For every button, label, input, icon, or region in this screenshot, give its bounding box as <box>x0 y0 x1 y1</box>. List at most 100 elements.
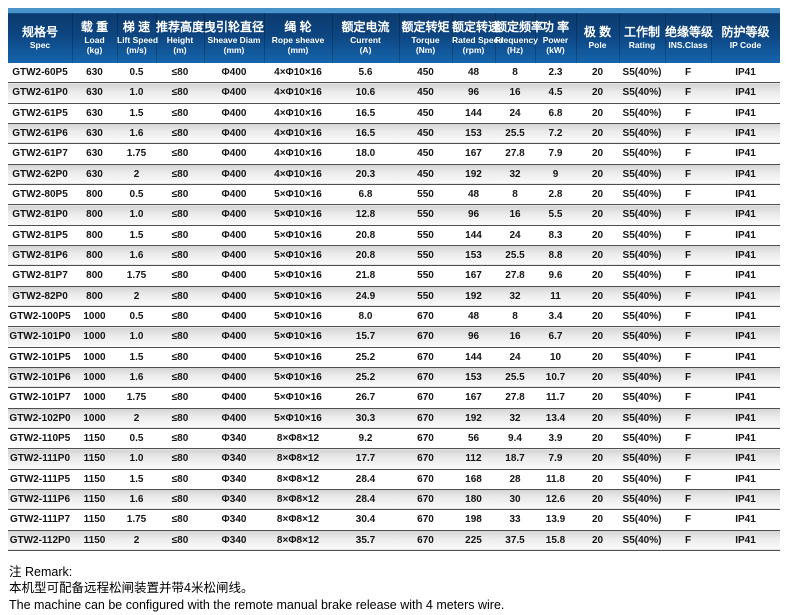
table-cell: GTW2-111P0 <box>8 448 72 470</box>
table-row: GTW2-81P5 800 1.5 ≤80 Φ400 5×Φ10×16 20.8 550 144… <box>8 225 780 246</box>
table-cell: 1.5 <box>117 347 156 368</box>
table-cell: 20 <box>576 123 619 145</box>
table-cell: 16 <box>495 82 535 104</box>
table-row: GTW2-61P7 630 1.75 ≤80 Φ400 4×Φ10×16 18.0 450 16… <box>8 143 780 165</box>
table-cell: ≤80 <box>156 428 204 450</box>
table-cell: 4×Φ10×16 <box>264 103 332 124</box>
table-row: GTW2-101P5 1000 1.5 ≤80 Φ400 5×Φ10×16 25.2 670 1… <box>8 347 780 368</box>
table-header: 规格号 Spec 载 重 Load (kg) 梯 速 Lift Speed (m/s) 推荐高度… <box>8 8 780 63</box>
table-cell: 20 <box>576 367 619 389</box>
table-cell: 20.8 <box>332 245 399 267</box>
table-cell: S5(40%) <box>619 184 665 206</box>
table-row: GTW2-101P0 1000 1.0 ≤80 Φ400 5×Φ10×16 15.7 670 9… <box>8 326 780 348</box>
table-cell: F <box>665 143 711 165</box>
table-row: GTW2-101P6 1000 1.6 ≤80 Φ400 5×Φ10×16 25.2 670 1… <box>8 367 780 389</box>
table-cell: S5(40%) <box>619 286 665 307</box>
table-cell: F <box>665 164 711 185</box>
table-cell: 1.0 <box>117 326 156 348</box>
table-cell: ≤80 <box>156 143 204 165</box>
table-cell: IP41 <box>711 530 780 551</box>
table-cell: F <box>665 326 711 348</box>
table-cell: ≤80 <box>156 306 204 328</box>
table-cell: 630 <box>72 143 117 165</box>
table-cell: 48 <box>452 306 495 328</box>
table-cell: ≤80 <box>156 367 204 389</box>
table-cell: 670 <box>399 387 452 409</box>
table-cell: 9 <box>535 164 576 185</box>
table-row: GTW2-61P5 630 1.5 ≤80 Φ400 4×Φ10×16 16.5 450 144… <box>8 103 780 124</box>
table-cell: S5(40%) <box>619 448 665 470</box>
table-cell: ≤80 <box>156 347 204 368</box>
table-cell: GTW2-100P5 <box>8 306 72 328</box>
column-header-power: 功 率 Power (kW) <box>535 8 576 63</box>
table-cell: ≤80 <box>156 286 204 307</box>
table-cell: IP41 <box>711 63 780 84</box>
table-cell: 20 <box>576 82 619 104</box>
table-cell: 30 <box>495 489 535 511</box>
table-cell: IP41 <box>711 286 780 307</box>
table-cell: F <box>665 509 711 531</box>
table-cell: S5(40%) <box>619 408 665 429</box>
table-cell: 20 <box>576 530 619 551</box>
table-cell: Φ400 <box>204 306 264 328</box>
table-cell: 17.7 <box>332 448 399 470</box>
column-header-spec: 规格号 Spec <box>8 8 72 63</box>
table-cell: GTW2-102P0 <box>8 408 72 429</box>
table-cell: 1.0 <box>117 204 156 226</box>
table-cell: 28.4 <box>332 489 399 511</box>
table-cell: 1000 <box>72 306 117 328</box>
table-cell: 8×Φ8×12 <box>264 530 332 551</box>
table-cell: 800 <box>72 184 117 206</box>
table-cell: 450 <box>399 123 452 145</box>
table-cell: 1150 <box>72 509 117 531</box>
table-cell: 3.9 <box>535 428 576 450</box>
table-cell: GTW2-101P5 <box>8 347 72 368</box>
table-cell: ≤80 <box>156 103 204 124</box>
remark-line-en: The machine can be configured with the r… <box>9 597 505 612</box>
table-cell: 7.9 <box>535 143 576 165</box>
table-cell: IP41 <box>711 164 780 185</box>
table-cell: IP41 <box>711 489 780 511</box>
table-cell: ≤80 <box>156 509 204 531</box>
table-cell: F <box>665 428 711 450</box>
table-cell: F <box>665 245 711 267</box>
table-cell: 630 <box>72 103 117 124</box>
table-cell: 11.7 <box>535 387 576 409</box>
table-cell: S5(40%) <box>619 469 665 490</box>
table-cell: 1.5 <box>117 103 156 124</box>
table-cell: IP41 <box>711 326 780 348</box>
table-cell: 8.8 <box>535 245 576 267</box>
table-cell: 1000 <box>72 347 117 368</box>
table-cell: GTW2-82P0 <box>8 286 72 307</box>
table-cell: IP41 <box>711 306 780 328</box>
table-cell: Φ400 <box>204 286 264 307</box>
table-cell: S5(40%) <box>619 489 665 511</box>
table-cell: 1.5 <box>117 225 156 246</box>
table-cell: 550 <box>399 265 452 287</box>
table-cell: 96 <box>452 326 495 348</box>
table-cell: 8.3 <box>535 225 576 246</box>
table-cell: 192 <box>452 408 495 429</box>
table-cell: S5(40%) <box>619 103 665 124</box>
table-cell: 28.4 <box>332 469 399 490</box>
column-header-load: 载 重 Load (kg) <box>72 8 117 63</box>
table-cell: 144 <box>452 103 495 124</box>
table-cell: 800 <box>72 204 117 226</box>
table-cell: F <box>665 448 711 470</box>
table-cell: ≤80 <box>156 265 204 287</box>
table-cell: Φ400 <box>204 204 264 226</box>
table-cell: 6.8 <box>332 184 399 206</box>
table-cell: IP41 <box>711 225 780 246</box>
table-cell: S5(40%) <box>619 347 665 368</box>
table-cell: 1000 <box>72 408 117 429</box>
table-cell: 7.9 <box>535 448 576 470</box>
table-cell: 153 <box>452 123 495 145</box>
header-row: 规格号 Spec 载 重 Load (kg) 梯 速 Lift Speed (m/s) 推荐高度… <box>8 8 780 63</box>
table-cell: GTW2-61P5 <box>8 103 72 124</box>
table-cell: GTW2-111P6 <box>8 489 72 511</box>
table-cell: 1.0 <box>117 448 156 470</box>
table-cell: 192 <box>452 286 495 307</box>
table-row: GTW2-62P0 630 2 ≤80 Φ400 4×Φ10×16 20.3 450 192 32… <box>8 164 780 185</box>
table-cell: IP41 <box>711 103 780 124</box>
table-cell: 28 <box>495 469 535 490</box>
